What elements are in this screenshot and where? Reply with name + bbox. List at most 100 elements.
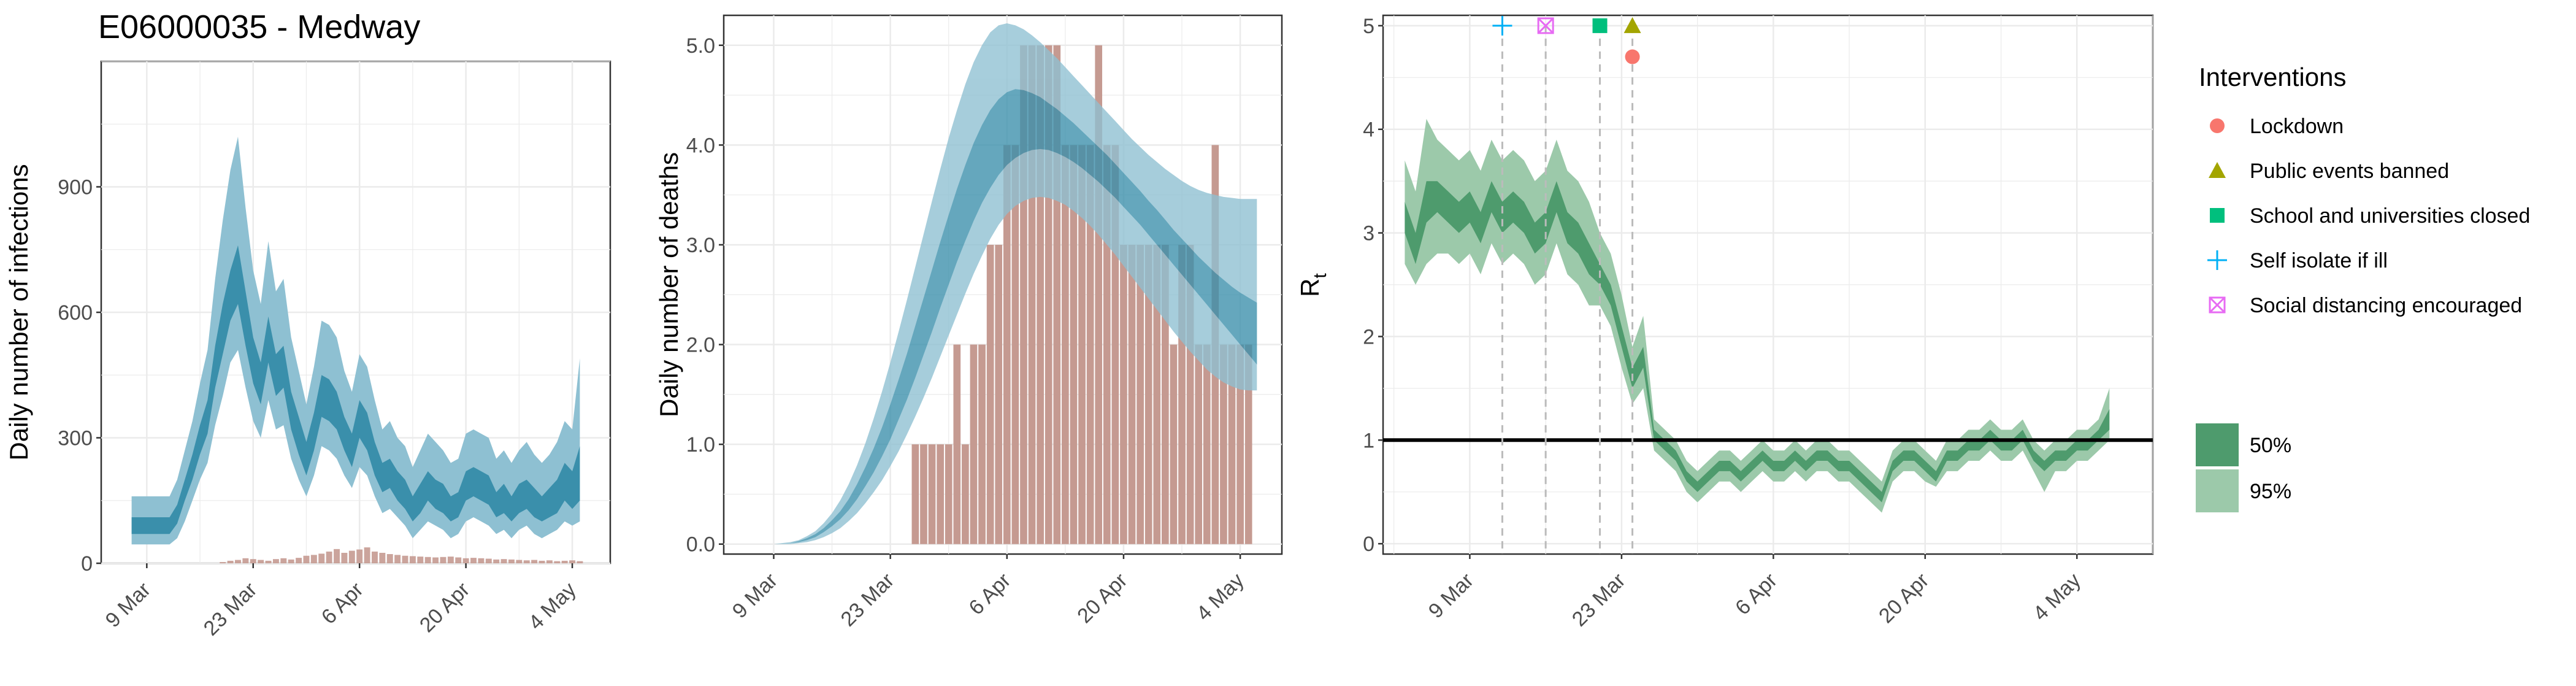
observed-cases-bar: [440, 557, 447, 563]
observed-deaths-bar: [1220, 344, 1227, 544]
observed-cases-bar: [546, 560, 553, 563]
deaths-y-axis-title: Daily number of deaths: [654, 152, 683, 417]
observed-cases-bar: [462, 558, 469, 563]
observed-deaths-bar: [928, 444, 936, 544]
y-tick-label: 300: [58, 427, 93, 450]
legend-item: Self isolate if ill: [2207, 249, 2388, 272]
deaths-y-ticks: 0.0 1.0 2.0 3.0 4.0 5.0: [686, 34, 724, 557]
legend-ci-item: 50%: [2196, 423, 2291, 466]
observed-deaths-bar: [937, 444, 944, 544]
legend-symbol-boxx: [2209, 296, 2226, 314]
observed-cases-bar: [531, 560, 538, 563]
infections-y-ticks: 0 300 600 900: [58, 176, 101, 576]
observed-deaths-bar: [945, 444, 953, 544]
observed-cases-bar: [326, 551, 332, 563]
intervention-marker-circle: [1625, 49, 1640, 64]
deaths-x-ticks: 9 Mar 23 Mar 6 Apr 20 Apr 4 May: [728, 554, 1249, 631]
rt-y-ticks: 0 1 2 3 4 5: [1363, 15, 1383, 556]
observed-deaths-bar: [1244, 344, 1252, 544]
deaths-50-band: [773, 89, 1257, 544]
intervention-marker-square: [1592, 18, 1608, 33]
deaths-marks: [773, 23, 1257, 544]
observed-cases-bar: [500, 559, 507, 563]
observed-deaths-bar: [970, 344, 978, 544]
observed-cases-bar: [220, 561, 226, 563]
observed-cases-bar: [478, 558, 485, 563]
y-tick-label: 2.0: [686, 334, 715, 357]
observed-deaths-bar: [1062, 145, 1069, 544]
observed-cases-bar: [318, 553, 325, 563]
x-tick-label: 20 Apr: [415, 578, 474, 637]
observed-cases-bar: [493, 559, 500, 563]
y-tick-label: 1: [1363, 429, 1374, 452]
observed-cases-bar: [235, 560, 241, 563]
y-tick-label: 5.0: [686, 34, 715, 58]
x-tick-label: 6 Apr: [1731, 569, 1782, 620]
legend: Interventions Lockdown Public events bann…: [2196, 63, 2530, 512]
infections-x-ticks: 9 Mar 23 Mar 6 Apr 20 Apr 4 May: [101, 563, 581, 640]
observed-deaths-bar: [1045, 45, 1052, 544]
x-tick-label: 20 Apr: [1073, 569, 1132, 628]
y-tick-label: 4: [1363, 118, 1374, 142]
observed-cases-bar: [554, 561, 561, 563]
legend-ci-swatch: [2196, 469, 2239, 512]
observed-deaths-bar: [1070, 145, 1078, 544]
infections-95-band: [131, 136, 580, 545]
legend-symbol-circle: [2210, 118, 2225, 133]
legend-symbol-triangle: [2209, 162, 2226, 178]
observed-cases-bar: [539, 560, 545, 563]
observed-deaths-bar: [1020, 45, 1027, 544]
x-tick-label: 6 Apr: [317, 578, 368, 629]
observed-deaths-bar: [1162, 244, 1169, 544]
x-tick-label: 23 Mar: [837, 569, 899, 631]
y-tick-label: 1.0: [686, 433, 715, 457]
observed-cases-bar: [424, 557, 431, 563]
rt-y-axis-title-subscript: t: [1310, 273, 1330, 279]
legend-title: Interventions: [2199, 63, 2346, 91]
rt-marks: [1383, 15, 2153, 554]
observed-deaths-bar: [920, 444, 927, 544]
observed-deaths-bar: [986, 244, 994, 544]
observed-cases-bar: [470, 558, 477, 563]
legend-symbol-plus: [2207, 250, 2227, 270]
legend-item: Lockdown: [2210, 115, 2344, 138]
observed-cases-bar: [447, 557, 454, 563]
observed-cases-bar: [386, 554, 393, 563]
observed-deaths-bar: [1153, 244, 1161, 544]
observed-cases-bar: [523, 560, 530, 563]
x-tick-label: 23 Mar: [199, 578, 262, 641]
legend-ci-items: 50% 95%: [2196, 423, 2291, 512]
observed-deaths-bar: [1011, 145, 1019, 544]
rt-y-axis-title: Rt: [1295, 273, 1330, 297]
observed-deaths-bar: [1003, 145, 1011, 544]
x-tick-label: 4 May: [1192, 569, 1248, 625]
observed-deaths-bar: [1203, 344, 1211, 544]
y-tick-label: 2: [1363, 325, 1374, 349]
observed-cases-bar: [402, 555, 408, 563]
x-tick-label: 6 Apr: [964, 569, 1015, 620]
observed-deaths-bar: [1128, 244, 1136, 544]
y-tick-label: 0.0: [686, 533, 715, 557]
observed-deaths-bar: [1170, 344, 1178, 544]
x-tick-label: 4 May: [2029, 569, 2085, 625]
infections-y-axis-title: Daily number of infections: [4, 164, 33, 460]
legend-item: Social distancing encouraged: [2209, 294, 2522, 317]
y-tick-label: 0: [81, 552, 93, 576]
rt-y-axis-title-main: R: [1295, 279, 1324, 297]
y-tick-label: 4.0: [686, 134, 715, 157]
observed-cases-bar: [265, 560, 272, 563]
legend-symbol-boxx-d2: [2209, 296, 2226, 314]
intervention-marker-triangle: [1623, 17, 1641, 33]
observed-deaths-bar: [1178, 244, 1186, 544]
observed-cases-bar: [364, 547, 370, 563]
observed-cases-bar: [409, 556, 416, 563]
legend-items: Lockdown Public events banned School and u…: [2207, 115, 2530, 317]
rt-95-band: [1405, 118, 2110, 513]
observed-deaths-bar: [1144, 244, 1152, 544]
observed-deaths-bar: [1195, 344, 1203, 544]
rt-panel: 9 Mar 23 Mar 6 Apr 20 Apr 4 May 0 1 2 3 4 5 Rt: [1295, 14, 2154, 631]
observed-cases-bar: [485, 558, 492, 563]
infections-50-band: [131, 245, 580, 534]
observed-deaths-bar: [995, 244, 1003, 544]
